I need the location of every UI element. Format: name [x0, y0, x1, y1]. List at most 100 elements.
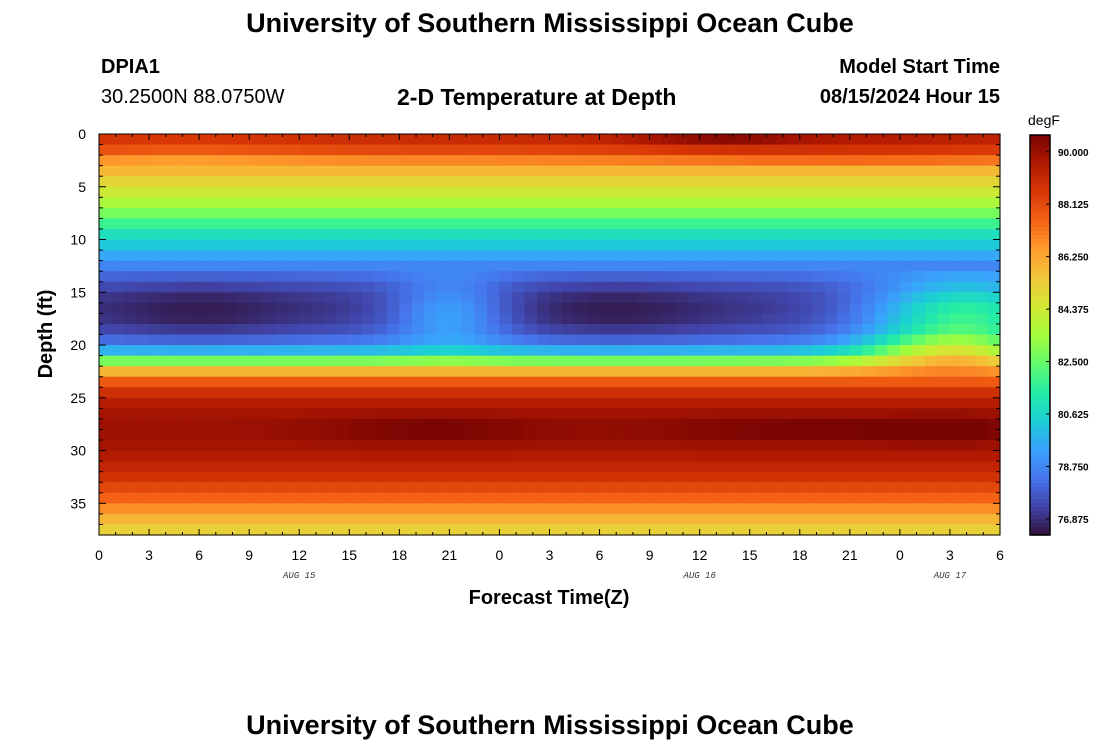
heatmap-cell	[386, 440, 400, 452]
heatmap-cell	[812, 418, 826, 431]
heatmap-cell	[562, 450, 576, 462]
heatmap-cell	[674, 355, 688, 367]
heatmap-cell	[136, 345, 150, 357]
heatmap-cell	[662, 165, 676, 177]
heatmap-cell	[812, 271, 826, 283]
heatmap-cell	[186, 387, 200, 399]
heatmap-cell	[274, 376, 288, 388]
heatmap-cell	[887, 482, 901, 494]
heatmap-cell	[674, 376, 688, 388]
heatmap-cell	[336, 197, 350, 209]
heatmap-cell	[124, 429, 138, 441]
heatmap-cell	[712, 134, 726, 146]
heatmap-cell	[99, 461, 113, 473]
colorbar-swatch	[1030, 151, 1050, 156]
heatmap-cell	[236, 471, 250, 483]
heatmap-cell	[799, 482, 813, 494]
heatmap-cell	[562, 482, 576, 494]
heatmap-cell	[612, 186, 626, 198]
heatmap-cell	[887, 450, 901, 462]
heatmap-cell	[224, 429, 238, 441]
heatmap-cell	[712, 165, 726, 177]
heatmap-cell	[937, 260, 951, 272]
heatmap-cell	[549, 429, 563, 441]
heatmap-cell	[274, 281, 288, 293]
heatmap-cell	[774, 355, 788, 367]
heatmap-cell	[699, 155, 713, 167]
heatmap-cell	[787, 271, 801, 283]
heatmap-cell	[461, 313, 476, 325]
heatmap-cell	[712, 408, 726, 420]
heatmap-cell	[411, 165, 425, 177]
heatmap-cell	[361, 144, 375, 156]
colorbar-label: 76.875	[1058, 515, 1089, 526]
heatmap-cell	[799, 387, 813, 399]
heatmap-cell	[687, 197, 701, 209]
heatmap-cell	[887, 408, 901, 420]
heatmap-cell	[799, 450, 813, 462]
heatmap-cell	[649, 503, 663, 515]
heatmap-cell	[536, 503, 551, 515]
heatmap-cell	[599, 366, 613, 378]
heatmap-cell	[386, 418, 400, 431]
heatmap-cell	[962, 461, 976, 473]
x-tick-label: 3	[145, 547, 153, 563]
heatmap-cell	[599, 461, 613, 473]
heatmap-cell	[249, 228, 263, 241]
heatmap-cell	[824, 355, 838, 367]
heatmap-cell	[812, 334, 826, 346]
heatmap-cell	[311, 334, 325, 346]
heatmap-cell	[236, 218, 250, 230]
heatmap-cell	[874, 366, 888, 378]
heatmap-cell	[286, 440, 300, 452]
heatmap-cell	[461, 376, 476, 388]
heatmap-cell	[99, 524, 113, 536]
heatmap-cell	[774, 302, 788, 314]
heatmap-cell	[699, 461, 713, 473]
heatmap-cell	[724, 524, 738, 536]
heatmap-cell	[236, 197, 250, 209]
heatmap-cell	[386, 482, 400, 494]
heatmap-cell	[149, 313, 163, 325]
heatmap-cell	[311, 271, 325, 283]
heatmap-cell	[461, 292, 476, 304]
heatmap-cell	[124, 366, 138, 378]
heatmap-cell	[461, 408, 476, 420]
heatmap-cell	[274, 250, 288, 262]
heatmap-cell	[949, 418, 964, 431]
heatmap-cell	[549, 134, 563, 146]
colorbar-swatch	[1030, 367, 1050, 372]
heatmap-cell	[599, 271, 613, 283]
heatmap-cell	[699, 408, 713, 420]
heatmap-cell	[286, 513, 300, 526]
heatmap-cell	[599, 408, 613, 420]
heatmap-cell	[349, 440, 363, 452]
heatmap-cell	[874, 313, 888, 325]
heatmap-cell	[336, 482, 350, 494]
heatmap-cell	[386, 429, 400, 441]
heatmap-cell	[987, 260, 1001, 272]
heatmap-cell	[724, 134, 738, 146]
heatmap-cell	[837, 482, 851, 494]
heatmap-cell	[624, 302, 638, 314]
heatmap-cell	[211, 155, 225, 167]
heatmap-cell	[562, 524, 576, 536]
heatmap-cell	[549, 450, 563, 462]
heatmap-cell	[837, 186, 851, 198]
heatmap-cell	[774, 313, 788, 325]
heatmap-cell	[449, 323, 463, 336]
heatmap-cell	[724, 144, 738, 156]
heatmap-cell	[562, 408, 576, 420]
heatmap-cell	[474, 429, 488, 441]
colorbar-swatch	[1030, 239, 1050, 244]
heatmap-cell	[987, 281, 1001, 293]
heatmap-cell	[299, 503, 313, 515]
heatmap-cell	[474, 450, 488, 462]
heatmap-cell	[624, 271, 638, 283]
heatmap-cell	[274, 387, 288, 399]
heatmap-cell	[949, 176, 964, 188]
heatmap-cell	[812, 482, 826, 494]
heatmap-cell	[987, 429, 1001, 441]
heatmap-cell	[399, 134, 413, 146]
heatmap-cell	[511, 313, 526, 325]
